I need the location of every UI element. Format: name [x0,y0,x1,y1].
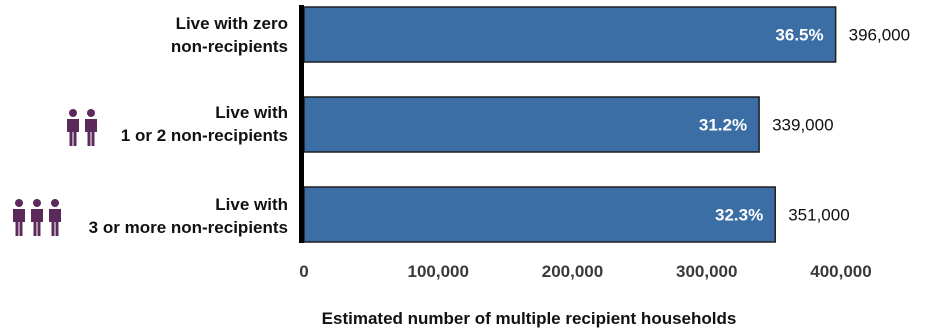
bars [303,6,837,243]
category-labels: Live with zero non-recipients Live with … [89,14,288,237]
category-label-3-line-2: 3 or more non-recipients [89,218,288,237]
x-tick-label-2: 100,000 [408,262,469,281]
bar-value-label-2: 339,000 [772,116,833,135]
two-people-icon [67,109,97,146]
bar-1 [303,6,837,63]
bar-percent-label-1: 36.5% [775,26,823,45]
person-icon [13,199,25,236]
bar-2 [303,96,760,153]
bar-value-label-1: 396,000 [849,26,910,45]
person-icon [49,199,61,236]
x-tick-label-1: 0 [299,262,308,281]
category-label-1-line-1: Live with zero [176,14,288,33]
x-tick-label-4: 300,000 [676,262,737,281]
category-label-2-line-1: Live with [215,103,288,122]
category-label-1-line-2: non-recipients [171,37,288,56]
bar-percent-label-2: 31.2% [699,116,747,135]
x-tick-label-5: 400,000 [810,262,871,281]
bar-percent-label-3: 32.3% [715,206,763,225]
x-tick-label-3: 200,000 [542,262,603,281]
category-label-2-line-2: 1 or 2 non-recipients [121,126,288,145]
bar-value-label-3: 351,000 [788,206,849,225]
x-axis-tick-labels: 0 100,000 200,000 300,000 400,000 [299,262,871,281]
person-icon [85,109,97,146]
category-label-3-line-1: Live with [215,195,288,214]
bar-3 [303,186,776,243]
person-icon [67,109,79,146]
three-people-icon [13,199,61,236]
person-icon [31,199,43,236]
category-icons [13,109,97,236]
x-axis-title: Estimated number of multiple recipient h… [322,309,737,328]
y-axis-line [299,5,304,243]
bar-labels: 36.5% 396,000 31.2% 339,000 32.3% 351,000 [699,26,910,225]
